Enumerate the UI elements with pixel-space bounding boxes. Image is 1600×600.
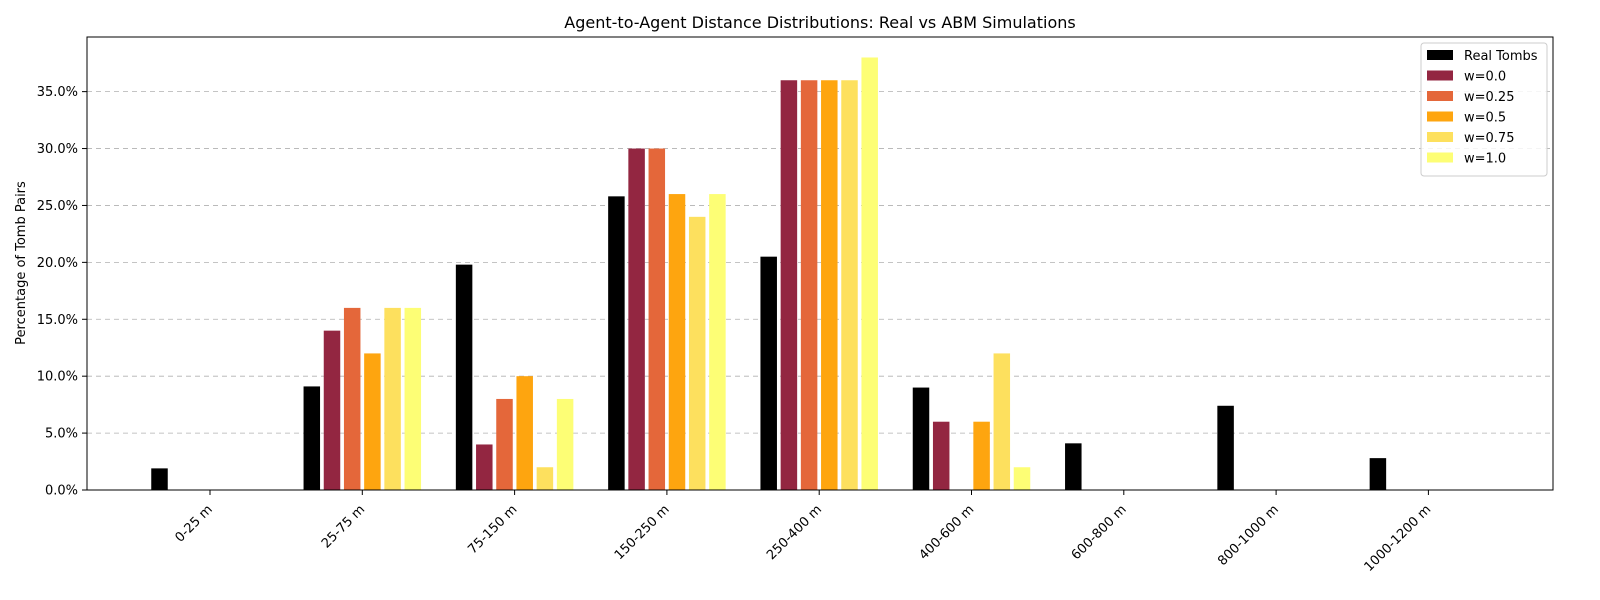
legend-label: w=0.0 <box>1464 70 1506 85</box>
bar <box>932 421 950 490</box>
plot-frame <box>86 36 1554 491</box>
legend-swatch <box>1427 70 1453 81</box>
bar <box>760 256 777 490</box>
bar <box>303 386 321 490</box>
bar <box>364 353 381 490</box>
x-tick-label: 600-800 m <box>1069 502 1130 563</box>
x-tick-label: 250-400 m <box>764 502 825 563</box>
legend-swatch <box>1427 50 1453 60</box>
bar <box>821 80 838 491</box>
bar <box>151 468 168 490</box>
bar <box>1369 458 1387 490</box>
y-tick-label: 15.0% <box>37 313 78 328</box>
y-tick-label: 20.0% <box>37 256 78 271</box>
gridlines <box>87 91 1553 434</box>
bar <box>1217 405 1234 490</box>
legend-swatch <box>1427 132 1453 142</box>
bar <box>973 421 990 490</box>
y-tick-label: 0.0% <box>45 484 78 499</box>
bar <box>516 376 533 490</box>
bar <box>384 307 401 490</box>
y-tick-label: 5.0% <box>45 427 78 442</box>
bars <box>151 57 1387 491</box>
bar <box>912 387 930 490</box>
bar <box>780 80 798 491</box>
legend-label: w=0.5 <box>1464 111 1506 126</box>
legend: Real Tombs w=0.0 w=0.25 w=0.5 w=0.75 w=1.0 <box>1420 42 1548 177</box>
bar <box>800 80 818 491</box>
x-tick-label: 1000-1200 m <box>1362 502 1435 575</box>
bar <box>628 148 645 490</box>
y-tick-label: 30.0% <box>37 142 78 157</box>
bar <box>648 148 666 490</box>
bar <box>688 216 706 490</box>
bar <box>709 194 726 490</box>
x-tick-label: 800-1000 m <box>1215 502 1282 569</box>
legend-swatch <box>1427 91 1453 101</box>
bar <box>404 307 422 490</box>
bar <box>1065 443 1082 490</box>
bar <box>455 264 473 490</box>
y-axis-label: Percentage of Tomb Pairs <box>14 181 29 345</box>
y-tick-label: 35.0% <box>37 85 78 100</box>
bar <box>608 196 625 490</box>
legend-swatch <box>1427 111 1453 122</box>
bar <box>323 330 341 490</box>
bar <box>496 398 513 490</box>
bar <box>536 467 554 490</box>
legend-label: Real Tombs <box>1464 49 1538 64</box>
y-tick-label: 25.0% <box>37 199 78 214</box>
legend-label: w=1.0 <box>1464 152 1506 167</box>
x-tick-label: 0-25 m <box>172 502 215 545</box>
legend-label: w=0.75 <box>1464 131 1514 146</box>
x-tick-label: 400-600 m <box>916 502 977 563</box>
bar <box>668 194 686 490</box>
bar <box>841 80 858 491</box>
legend-swatch <box>1427 152 1453 163</box>
chart-title: Agent-to-Agent Distance Distributions: R… <box>564 13 1075 32</box>
x-tick-label: 150-250 m <box>612 502 673 563</box>
y-tick-label: 10.0% <box>37 370 78 385</box>
x-tick-label: 75-150 m <box>465 502 520 557</box>
axis-ticks: 0.0% 5.0% 10.0% 15.0% 20.0% 25.0% 30.0% 35.0% 0-… <box>37 85 1435 575</box>
x-tick-label: 25-75 m <box>319 502 368 551</box>
bar <box>861 57 878 491</box>
bar <box>1013 467 1031 490</box>
bar <box>476 444 493 490</box>
bar <box>993 353 1011 490</box>
legend-label: w=0.25 <box>1464 90 1514 105</box>
bar <box>556 398 574 490</box>
bar <box>343 307 361 490</box>
